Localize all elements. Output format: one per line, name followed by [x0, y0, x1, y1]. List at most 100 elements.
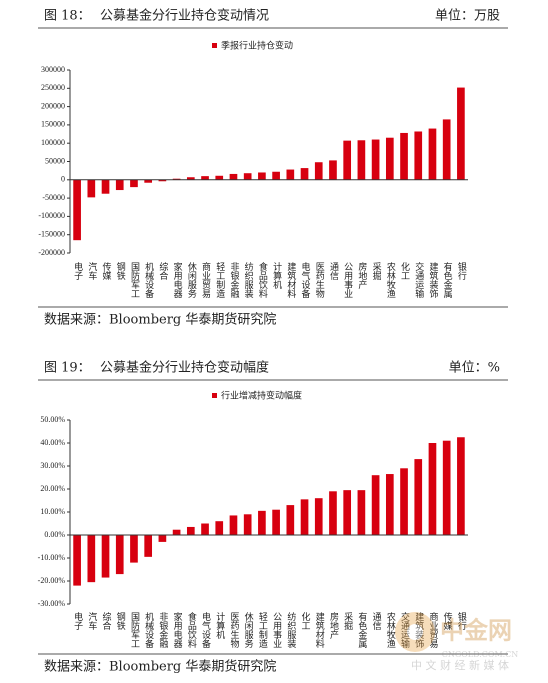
x-tick-label: 房地产 [328, 611, 339, 640]
bar [457, 87, 465, 180]
bar [414, 459, 423, 535]
figure-label: 图 18： [44, 9, 91, 24]
x-tick-label: 休闲服务 [186, 261, 197, 299]
x-tick-label: 商业贸易 [427, 611, 438, 649]
bar [158, 179, 167, 182]
x-tick-label: 化工 [399, 261, 410, 280]
bar [428, 443, 437, 535]
x-tick-label: 建筑材料 [285, 261, 296, 299]
bar [300, 168, 309, 180]
watermark-slogan: 中 文 财 经 新 媒 体 [411, 658, 509, 672]
bar [144, 179, 153, 183]
x-tick-label: 机械设备 [143, 261, 154, 298]
y-tick-label: -100000 [38, 211, 65, 220]
bar [215, 521, 224, 535]
x-tick-label: 家用电器 [172, 611, 183, 648]
bar [286, 505, 295, 535]
x-tick-label: 汽车 [86, 611, 97, 631]
bar [343, 490, 352, 535]
x-tick-label: 银行 [456, 611, 467, 631]
bar [229, 515, 238, 535]
bar [101, 179, 110, 194]
y-tick-label: -200000 [38, 248, 65, 257]
y-tick-label: 150000 [41, 120, 65, 129]
legend-label: 季报行业持仓变动 [221, 40, 293, 52]
bar [414, 131, 423, 180]
y-tick-label: 50.00% [40, 415, 65, 424]
bar [442, 440, 451, 535]
y-tick-label: -150000 [38, 230, 65, 239]
x-tick-label: 国防军工 [129, 262, 140, 298]
bar [172, 178, 181, 180]
y-tick-label: 20.00% [40, 484, 65, 493]
y-tick-label: -50000 [42, 193, 65, 202]
x-tick-label: 机械设备 [143, 611, 154, 648]
bar [385, 137, 394, 180]
x-tick-label: 国防军工 [129, 612, 140, 648]
x-tick-label: 建筑装饰 [413, 611, 424, 649]
y-tick-label: 250000 [41, 83, 65, 92]
bar [101, 535, 110, 578]
bar [243, 173, 252, 180]
bar [329, 491, 337, 535]
x-tick-label: 轻工制造 [214, 261, 225, 299]
bar [229, 173, 238, 180]
x-tick-label: 传媒 [442, 611, 453, 631]
x-tick-label: 钢铁 [115, 611, 126, 631]
x-tick-label: 非银金融 [228, 261, 239, 299]
unit-label: 单位：万股 [435, 9, 500, 24]
bar [300, 499, 309, 535]
y-tick-label: 50000 [45, 156, 65, 165]
bar [158, 535, 167, 542]
bar [258, 172, 266, 180]
x-tick-label: 银行 [456, 261, 467, 281]
y-tick-label: 10.00% [40, 507, 65, 516]
y-tick-label: 0.00% [44, 530, 65, 539]
x-tick-label: 家用电器 [172, 261, 183, 298]
bar [130, 535, 138, 563]
figure-title: 公募基金分行业持仓变动情况 [100, 8, 269, 24]
x-tick-label: 食品饮料 [186, 611, 197, 649]
x-tick-label: 综合 [101, 611, 112, 631]
x-tick-label: 食品饮料 [257, 261, 268, 299]
bar [343, 140, 352, 180]
bar [243, 514, 252, 535]
watermark-logo-hole [407, 624, 423, 640]
y-tick-label: 200000 [41, 101, 65, 110]
bar [73, 535, 81, 586]
bar [272, 509, 280, 535]
y-tick-label: 40.00% [40, 438, 65, 447]
bar [215, 175, 224, 180]
bar [272, 171, 280, 180]
bar [371, 139, 380, 180]
x-tick-label: 钢铁 [115, 261, 126, 281]
bar [144, 535, 153, 557]
watermark-name: 中金网 [440, 616, 512, 645]
bar [186, 526, 195, 535]
bar [201, 176, 209, 180]
x-tick-label: 纺织服装 [243, 261, 254, 299]
y-tick-label: -10.00% [38, 553, 66, 562]
bar [201, 523, 209, 535]
bar [314, 162, 323, 180]
x-tick-label: 有色金属 [442, 261, 453, 299]
x-tick-label: 采掘 [342, 612, 353, 631]
x-tick-label: 公用事业 [342, 262, 353, 298]
bar [329, 160, 337, 180]
source-note: 数据来源：Bloomberg 华泰期货研究院 [44, 312, 276, 328]
legend-swatch [212, 43, 217, 48]
legend-swatch [212, 393, 217, 398]
x-tick-label: 采掘 [371, 262, 382, 281]
x-tick-label: 通信 [328, 262, 339, 281]
x-tick-label: 非银金融 [157, 611, 168, 649]
y-tick-label: 0 [61, 175, 65, 184]
x-tick-label: 交通运输 [413, 261, 424, 299]
bar [186, 177, 195, 180]
x-tick-label: 建筑材料 [314, 611, 325, 649]
x-tick-label: 农林牧渔 [385, 611, 396, 648]
x-tick-label: 房地产 [356, 261, 367, 290]
x-tick-label: 商业贸易 [200, 261, 211, 299]
bar [357, 490, 366, 535]
x-tick-label: 医药生物 [314, 262, 325, 299]
x-tick-label: 计算机 [214, 611, 225, 640]
